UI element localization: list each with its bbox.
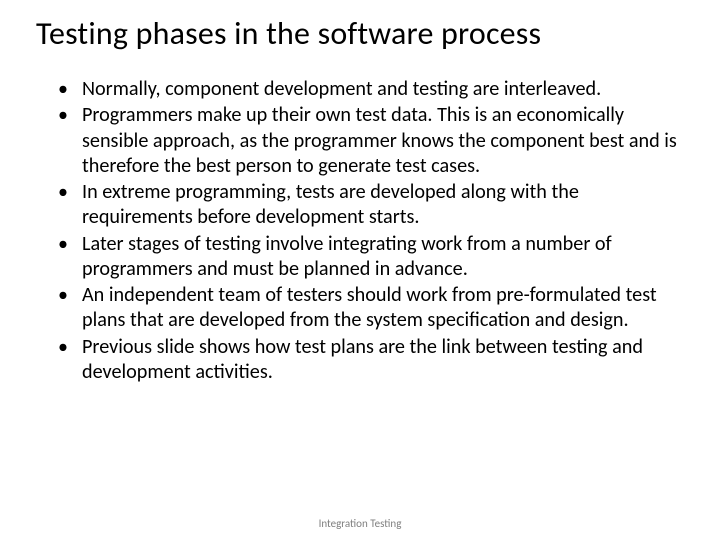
list-item: Programmers make up their own test data.… — [62, 103, 692, 179]
list-item: Normally, component development and test… — [62, 77, 692, 102]
list-item: Previous slide shows how test plans are … — [62, 335, 692, 386]
bullet-list: Normally, component development and test… — [28, 77, 692, 385]
slide-footer: Integration Testing — [0, 517, 720, 530]
list-item: Later stages of testing involve integrat… — [62, 232, 692, 283]
slide-title: Testing phases in the software process — [36, 14, 692, 53]
list-item: An independent team of testers should wo… — [62, 283, 692, 334]
list-item: In extreme programming, tests are develo… — [62, 180, 692, 231]
